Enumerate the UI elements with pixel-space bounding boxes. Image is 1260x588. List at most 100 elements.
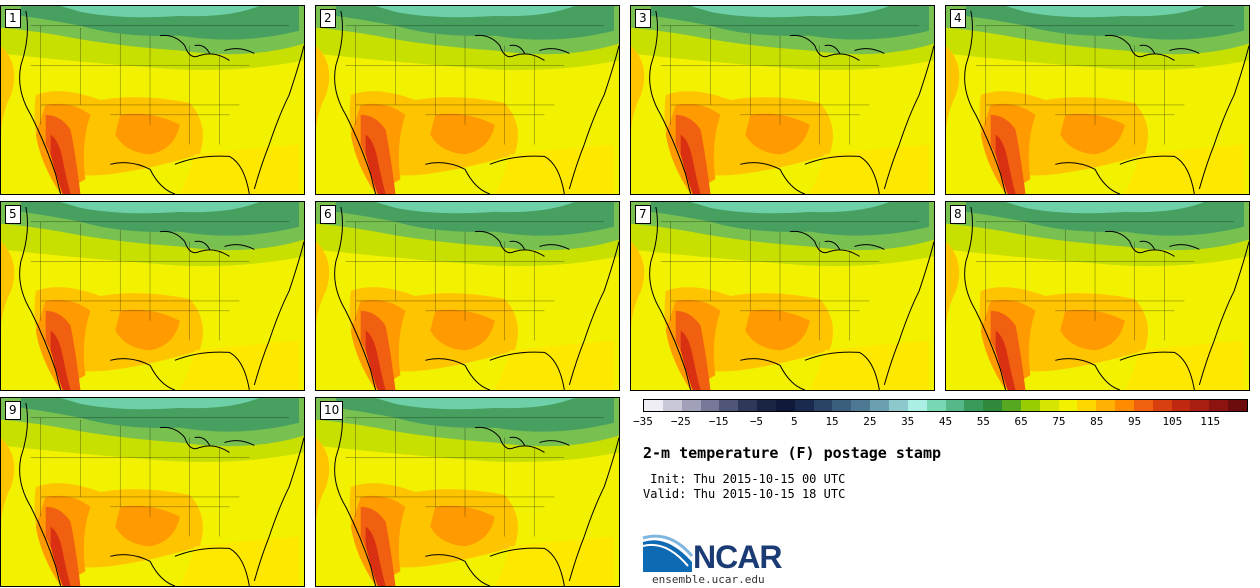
temperature-colorbar <box>643 399 1248 412</box>
colorbar-swatch <box>1077 400 1097 411</box>
temperature-map <box>316 398 619 586</box>
colorbar-tick-labels: −35 −25 −15 −5 5 15 25 35 45 55 65 75 85 95 105 115 <box>633 412 1248 432</box>
temperature-region <box>365 330 386 390</box>
temperature-region <box>60 398 260 410</box>
colorbar-tick-label: 5 <box>790 415 798 428</box>
init-time: Init: Thu 2015-10-15 00 UTC <box>643 472 846 486</box>
temperature-region <box>360 310 396 390</box>
temperature-region <box>316 241 330 331</box>
coastline <box>224 440 255 446</box>
member-label-9: 9 <box>5 401 21 420</box>
stamp-panel-1: 1 <box>0 5 305 195</box>
stamp-panel-2: 2 <box>315 5 620 195</box>
temperature-region <box>430 505 495 547</box>
coastline <box>1119 351 1195 390</box>
coastline <box>1055 358 1121 390</box>
coastline <box>789 230 860 257</box>
coastline <box>1198 45 1249 190</box>
temperature-region <box>1060 113 1125 155</box>
temperature-map <box>1 202 304 390</box>
colorbar-swatch <box>907 400 927 411</box>
temperature-region <box>375 6 575 18</box>
coastline <box>194 44 211 54</box>
coastline <box>1104 34 1175 61</box>
coastline <box>253 241 304 386</box>
colorbar-swatch <box>681 400 701 411</box>
temperature-region <box>965 6 1245 40</box>
colorbar-swatch <box>1020 400 1040 411</box>
colorbar-tick-label: 25 <box>863 415 877 428</box>
coastline <box>19 402 62 586</box>
temperature-region <box>316 45 330 135</box>
colorbar-swatch <box>832 400 852 411</box>
temperature-region <box>115 309 180 351</box>
temperature-map <box>631 6 934 194</box>
coastline <box>174 351 250 390</box>
temperature-region <box>365 134 386 194</box>
coastline <box>159 34 230 61</box>
coastline <box>854 244 885 250</box>
coastline <box>804 155 880 194</box>
colorbar-swatch <box>700 400 720 411</box>
temperature-region <box>20 6 300 40</box>
ncar-logo-text: NCAR <box>693 539 782 575</box>
coastline <box>474 426 545 453</box>
temperature-region <box>360 114 396 194</box>
temperature-region <box>375 398 575 410</box>
colorbar-swatch <box>888 400 908 411</box>
temperature-region <box>45 114 81 194</box>
temperature-region <box>690 6 890 18</box>
temperature-region <box>990 114 1026 194</box>
temperature-region <box>995 134 1016 194</box>
temperature-region <box>1060 309 1125 351</box>
colorbar-swatch <box>1002 400 1021 411</box>
temperature-region <box>20 398 300 432</box>
colorbar-tick-label: 55 <box>976 415 990 428</box>
temperature-region <box>365 526 386 586</box>
coastline <box>489 155 565 194</box>
colorbar-swatch <box>1228 400 1247 411</box>
coastline <box>539 440 570 446</box>
member-label-8: 8 <box>950 205 966 224</box>
stamp-panel-5: 5 <box>0 201 305 391</box>
chart-title: 2-m temperature (F) postage stamp <box>643 444 942 462</box>
coastline <box>159 230 230 257</box>
coastline <box>649 10 692 194</box>
temperature-region <box>115 505 180 547</box>
coastline <box>824 44 841 54</box>
coastline <box>1055 162 1121 194</box>
temperature-region <box>631 45 645 135</box>
temperature-region <box>680 330 701 390</box>
temperature-region <box>946 45 960 135</box>
temperature-region <box>316 437 330 527</box>
colorbar-swatch <box>1171 400 1191 411</box>
colorbar-tick-label: −35 <box>633 415 653 428</box>
coastline <box>474 34 545 61</box>
temperature-region <box>1005 202 1205 214</box>
coastline <box>19 206 62 390</box>
member-label-10: 10 <box>320 401 344 420</box>
colorbar-swatch <box>775 400 795 411</box>
stamp-panel-7: 7 <box>630 201 935 391</box>
colorbar-tick-label: 115 <box>1200 415 1221 428</box>
coastline <box>568 437 619 582</box>
colorbar-swatch <box>964 400 984 411</box>
stamp-panel-4: 4 <box>945 5 1250 195</box>
colorbar-swatch <box>1190 400 1210 411</box>
coastline <box>539 244 570 250</box>
colorbar-tick-label: −5 <box>749 415 764 428</box>
coastline <box>253 437 304 582</box>
member-label-4: 4 <box>950 9 966 28</box>
temperature-region <box>115 113 180 155</box>
colorbar-swatch <box>813 400 833 411</box>
temperature-region <box>1 437 15 527</box>
coastline <box>649 206 692 390</box>
coastline <box>334 206 377 390</box>
coastline <box>509 44 526 54</box>
coastline <box>334 402 377 586</box>
coastline <box>1198 241 1249 386</box>
colorbar-swatch <box>983 400 1003 411</box>
colorbar-swatch <box>1209 400 1229 411</box>
coastline <box>1139 240 1156 250</box>
coastline <box>194 436 211 446</box>
